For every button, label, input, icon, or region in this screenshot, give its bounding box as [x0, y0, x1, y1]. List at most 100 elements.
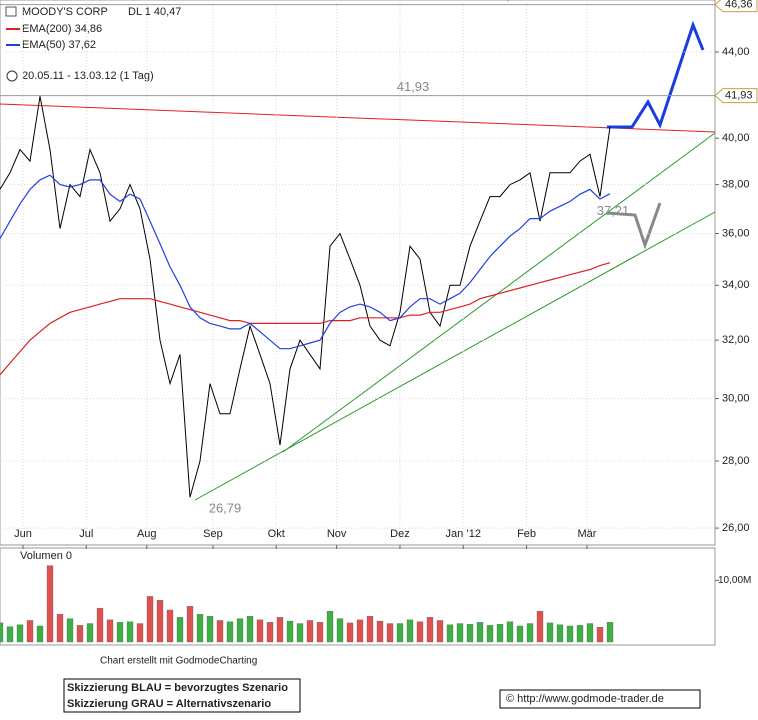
volume-bar [476, 622, 484, 643]
price-line [0, 96, 611, 498]
x-tick-label: Okt [268, 528, 285, 540]
volume-bar [226, 621, 234, 643]
resistance-line [0, 103, 716, 133]
volume-bar [406, 619, 414, 643]
level-label: 46,36 [492, 0, 525, 3]
volume-bar [466, 623, 474, 643]
ema-line [0, 174, 611, 350]
footer: Chart erstellt mit GodmodeCharting [100, 656, 257, 667]
x-tick-label: Feb [517, 528, 536, 540]
volume-bar [16, 624, 24, 643]
clock-icon [6, 70, 18, 82]
volume-bar [96, 607, 104, 643]
volume-bar [556, 624, 564, 643]
x-tick-label: Dez [390, 528, 410, 540]
y-tick-label: 26,00 [722, 522, 750, 534]
volume-bar [246, 615, 254, 643]
last-price: DL 1 40,47 [128, 6, 181, 18]
volume-bar [586, 623, 594, 643]
volume-bar [26, 620, 34, 643]
volume-bar [296, 623, 304, 643]
y-tick-label: 40,00 [722, 132, 750, 144]
volume-bar [276, 617, 284, 643]
y-tick-label: 44,00 [722, 46, 750, 58]
volume-bar [86, 623, 94, 643]
volume-bar [416, 621, 424, 643]
volume-bar [266, 622, 274, 643]
annotation: 26,79 [209, 500, 242, 515]
volume-bar [356, 619, 364, 643]
volume-bar [106, 619, 114, 643]
volume-bar [576, 625, 584, 643]
volume-bar [546, 622, 554, 643]
copyright-box [499, 689, 701, 709]
level-marker [714, 88, 758, 104]
volume-bar [376, 620, 384, 643]
volume-bar [516, 625, 524, 643]
x-tick-label: Aug [137, 528, 157, 540]
y-tick-label: 38,00 [722, 179, 750, 191]
x-tick-label: Jun [14, 528, 32, 540]
price-frame [0, 0, 716, 546]
legend-entry: EMA(200) 34,86 [22, 23, 102, 35]
volume-bar [76, 625, 84, 643]
volume-bar [216, 620, 224, 643]
volume-bar [286, 620, 294, 643]
y-tick-label: 10,00M [718, 575, 751, 586]
volume-bar [606, 622, 614, 643]
legend-entry: EMA(50) 37,62 [22, 39, 96, 51]
volume-bar [596, 627, 604, 643]
volume-bar [446, 624, 454, 643]
level-marker [714, 0, 758, 13]
volume-bar [56, 614, 64, 643]
y-tick-label: 34,00 [722, 279, 750, 291]
volume-bar [116, 622, 124, 643]
volume-bar [146, 596, 154, 643]
y-tick-label: 32,00 [722, 334, 750, 346]
volume-bar [66, 618, 74, 643]
volume-bar [166, 609, 174, 643]
y-tick-label: 28,00 [722, 455, 750, 467]
chart-icon [5, 6, 17, 17]
volume-bar [456, 623, 464, 643]
x-tick-label: Nov [327, 528, 347, 540]
volume-bar [6, 626, 14, 643]
support-line [282, 132, 716, 453]
volume-bar [366, 615, 374, 643]
level-marker-label: 41,93 [725, 89, 753, 101]
volume-title: Volumen 0 [20, 550, 72, 562]
volume-bar [536, 611, 544, 643]
volume-bar [566, 625, 574, 643]
level-marker-label: 46,36 [725, 0, 753, 11]
volume-bar [306, 620, 314, 643]
volume-bar [396, 623, 404, 643]
volume-bar [136, 623, 144, 643]
volume-bar [496, 623, 504, 643]
volume-bar [206, 615, 214, 643]
y-tick-label: 30,00 [722, 392, 750, 404]
volume-frame [0, 547, 716, 646]
period: 20.05.11 - 13.03.12 (1 Tag) [22, 70, 154, 82]
volume-bar [526, 623, 534, 643]
note: Skizzierung BLAU = bevorzugtes Szenario [67, 682, 288, 694]
volume-bar [336, 618, 344, 643]
volume-bar [386, 623, 394, 643]
volume-bar [176, 617, 184, 643]
volume-bar [156, 599, 164, 643]
volume-bar [196, 614, 204, 643]
volume-bar [486, 625, 494, 643]
volume-bar [186, 606, 194, 643]
volume-bar [36, 625, 44, 643]
x-tick-label: Jul [79, 528, 93, 540]
support-line [194, 211, 716, 501]
x-tick-label: Sep [203, 528, 223, 540]
volume-bar [316, 622, 324, 643]
volume-bar [436, 620, 444, 643]
chart-title: MOODY'S CORP [22, 6, 108, 18]
level-label: 41,93 [397, 79, 430, 94]
volume-bar [126, 621, 134, 643]
volume-bar [426, 617, 434, 643]
volume-bar [236, 618, 244, 643]
volume-bar [506, 621, 514, 643]
